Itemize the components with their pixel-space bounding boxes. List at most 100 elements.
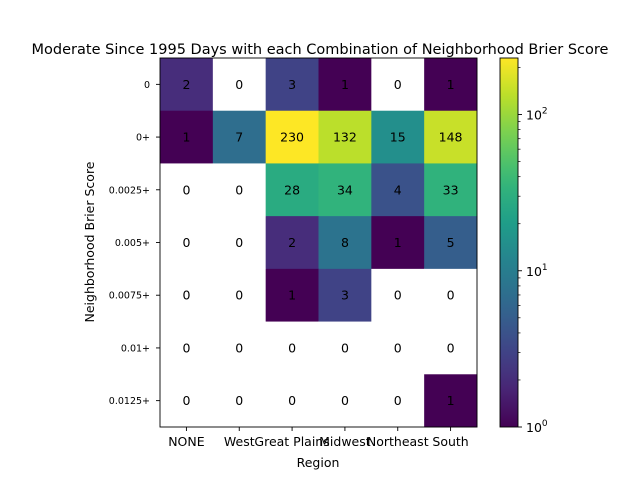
x-tick-label-great-plains: Great Plains (254, 434, 329, 449)
y-tick-label: 0.0025+ (109, 185, 150, 196)
heatmap-cell (371, 321, 425, 375)
heatmap-cell (160, 58, 214, 112)
heatmap-cell (160, 216, 214, 270)
cell-value-label: 1 (182, 130, 190, 145)
cell-value-label: 0 (235, 340, 243, 355)
y-tick-label: 0.0075+ (109, 291, 150, 302)
cell-value-label: 28 (284, 182, 300, 197)
heatmap-cell (318, 216, 372, 270)
heatmap-cell (371, 374, 425, 428)
heatmap-cell (371, 268, 425, 322)
cell-value-label: 1 (288, 288, 296, 303)
cell-value-label: 3 (341, 288, 349, 303)
heatmap-cell (424, 321, 478, 375)
chart-title: Moderate Since 1995 Days with each Combi… (32, 42, 609, 58)
cell-value-label: 0 (182, 182, 190, 197)
colorbar: 100 101 102 (499, 57, 548, 435)
x-axis-label: Region (297, 455, 340, 470)
x-tick-label-none: NONE (168, 434, 205, 449)
x-tick-label-northeast: Northeast (367, 434, 429, 449)
cell-value-label: 148 (439, 130, 463, 145)
heatmap-cell (424, 110, 478, 164)
cell-value-label: 0 (447, 288, 455, 303)
heatmap-cell (318, 58, 372, 112)
cell-value-label: 0 (182, 288, 190, 303)
cell-value-label: 33 (443, 182, 459, 197)
cell-value-label: 1 (447, 77, 455, 92)
cell-value-label: 0 (447, 340, 455, 355)
cell-value-label: 0 (341, 340, 349, 355)
x-tick-label-midwest: Midwest (319, 434, 371, 449)
cell-value-label: 132 (333, 130, 357, 145)
heatmap-cell (265, 321, 319, 375)
x-tick-label-west: West (224, 434, 255, 449)
cell-value-label: 7 (235, 130, 243, 145)
cell-value-label: 0 (394, 340, 402, 355)
cell-value-label: 0 (182, 393, 190, 408)
y-tick-label: 0 (144, 80, 150, 91)
heatmap-cell (212, 268, 267, 322)
heatmap-cell (424, 163, 478, 217)
heatmap-cell (212, 110, 267, 164)
cell-value-label: 3 (288, 77, 296, 92)
heatmap-cell (212, 374, 267, 428)
heatmap-cell (212, 163, 267, 217)
x-tick-label-south: South (432, 434, 468, 449)
heatmap-cell (265, 163, 319, 217)
colorbar-gradient (499, 57, 519, 428)
heatmap-cell (424, 58, 478, 112)
cell-value-label: 2 (288, 235, 296, 250)
heatmap-cell (318, 163, 372, 217)
heatmap-cell (318, 268, 372, 322)
heatmap-cell (160, 374, 214, 428)
heatmap-cell (424, 374, 478, 428)
cell-value-label: 0 (235, 235, 243, 250)
heatmap-cell (160, 110, 214, 164)
cell-value-label: 1 (394, 235, 402, 250)
heatmap-cell (318, 374, 372, 428)
cell-value-label: 0 (394, 288, 402, 303)
y-tick-label: 0.01+ (121, 343, 150, 354)
heatmap-cell (265, 110, 319, 164)
heatmap-cell (160, 321, 214, 375)
heatmap-cells (160, 58, 478, 428)
heatmap-cell (212, 58, 267, 112)
cell-value-label: 15 (390, 130, 406, 145)
heatmap-cell (371, 58, 425, 112)
colorbar-tick-label: 101 (526, 263, 548, 279)
cell-value-label: 0 (288, 340, 296, 355)
heatmap-cell (265, 268, 319, 322)
cell-value-label: 5 (447, 235, 455, 250)
cell-value-label: 1 (447, 393, 455, 408)
colorbar-tick-label: 100 (526, 419, 548, 435)
heatmap-cell (212, 216, 267, 270)
cell-value-label: 0 (394, 393, 402, 408)
cell-value-label: 4 (394, 182, 402, 197)
y-axis-label: Neighborhood Brier Score (82, 161, 97, 322)
cell-value-label: 0 (394, 77, 402, 92)
cell-value-label: 2 (182, 77, 190, 92)
cell-value-label: 0 (235, 288, 243, 303)
cell-value-label: 0 (341, 393, 349, 408)
cell-value-label: 34 (337, 182, 353, 197)
cell-value-label: 230 (280, 130, 304, 145)
cell-value-label: 1 (341, 77, 349, 92)
heatmap-cell (160, 163, 214, 217)
heatmap-cell (318, 321, 372, 375)
y-tick-label: 0+ (136, 133, 150, 144)
heatmap-cell (424, 216, 478, 270)
cell-value-label: 0 (235, 393, 243, 408)
cell-value-label: 0 (235, 77, 243, 92)
heatmap-cell (371, 110, 425, 164)
y-tick-label: 0.0125+ (109, 396, 150, 407)
cell-value-label: 8 (341, 235, 349, 250)
cell-value-label: 0 (235, 182, 243, 197)
colorbar-tick-label: 102 (526, 107, 548, 123)
heatmap-cell (371, 216, 425, 270)
cell-value-label: 0 (288, 393, 296, 408)
cell-value-label: 0 (182, 340, 190, 355)
cell-value-label: 0 (182, 235, 190, 250)
